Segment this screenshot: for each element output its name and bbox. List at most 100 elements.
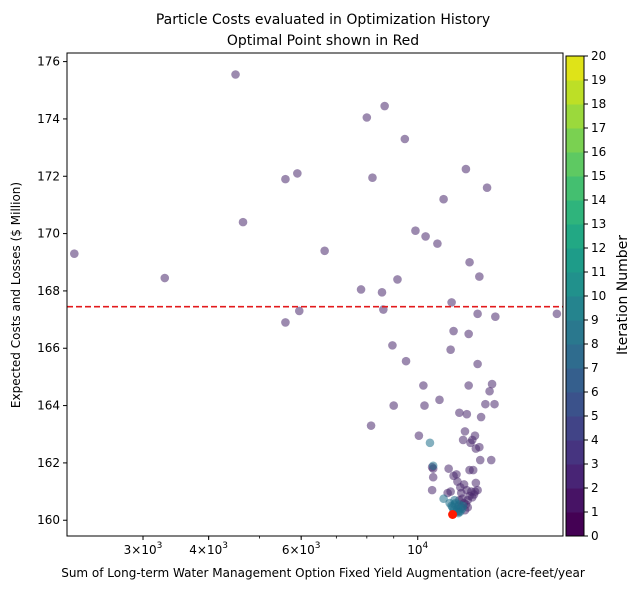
data-point bbox=[552, 309, 562, 319]
plot-area bbox=[66, 52, 564, 537]
data-point bbox=[435, 395, 444, 405]
data-point bbox=[389, 401, 399, 410]
colorbar-segment bbox=[566, 392, 584, 417]
x-tick-label: 4×103 bbox=[189, 541, 228, 557]
data-point bbox=[460, 427, 470, 436]
data-point bbox=[464, 381, 473, 390]
optimal-point bbox=[448, 510, 458, 520]
data-point bbox=[482, 183, 492, 193]
data-point bbox=[427, 485, 437, 495]
colorbar-segment bbox=[566, 152, 584, 177]
data-point bbox=[421, 232, 430, 241]
colorbar-segment bbox=[566, 224, 584, 249]
data-point bbox=[449, 326, 458, 336]
y-tick-label: 168 bbox=[37, 284, 60, 298]
data-point bbox=[490, 399, 499, 409]
plot-frame bbox=[66, 52, 564, 537]
data-point bbox=[401, 356, 411, 366]
data-point bbox=[456, 488, 466, 498]
data-point bbox=[470, 431, 480, 440]
data-point bbox=[446, 345, 455, 354]
colorbar-segment bbox=[566, 344, 584, 369]
y-tick-label: 174 bbox=[37, 112, 60, 126]
data-point bbox=[281, 174, 290, 184]
colorbar-tick-label: 3 bbox=[591, 457, 599, 471]
data-point bbox=[414, 431, 424, 440]
colorbar-segment bbox=[566, 464, 584, 489]
data-point bbox=[238, 217, 248, 227]
colorbar-label: Iteration Number bbox=[615, 235, 631, 355]
colorbar-tick-label: 0 bbox=[591, 529, 599, 543]
data-point bbox=[400, 134, 410, 144]
data-point bbox=[487, 379, 497, 389]
y-tick-label: 166 bbox=[37, 341, 60, 355]
colorbar-tick-label: 8 bbox=[591, 337, 599, 351]
y-axis-label: Expected Costs and Losses ($ Million) bbox=[9, 182, 23, 408]
data-point bbox=[485, 386, 494, 396]
data-point bbox=[491, 312, 500, 322]
colorbar-tick-label: 19 bbox=[591, 73, 606, 87]
colorbar-tick-label: 9 bbox=[591, 313, 599, 327]
data-point bbox=[231, 70, 240, 79]
data-point bbox=[481, 399, 490, 409]
data-point bbox=[470, 487, 480, 496]
data-point bbox=[160, 273, 170, 283]
data-point bbox=[411, 226, 420, 236]
x-tick-label: 3×103 bbox=[124, 541, 163, 557]
data-point bbox=[368, 173, 377, 182]
y-tick-label: 160 bbox=[37, 513, 60, 527]
data-point bbox=[466, 438, 475, 448]
data-point bbox=[428, 461, 438, 471]
y-axis: 160 162 164 166 168 170 172 174 176 bbox=[37, 55, 67, 527]
colorbar-segment bbox=[566, 416, 584, 441]
colorbar-segment bbox=[566, 488, 584, 513]
data-point bbox=[439, 194, 448, 204]
data-point bbox=[486, 455, 496, 465]
colorbar-segment bbox=[566, 128, 584, 153]
y-tick-label: 170 bbox=[37, 227, 60, 241]
data-point bbox=[293, 169, 302, 178]
data-point bbox=[380, 101, 389, 111]
colorbar-segment bbox=[566, 200, 584, 225]
data-point bbox=[356, 285, 366, 294]
data-point bbox=[444, 464, 453, 473]
colorbar-segment bbox=[566, 272, 584, 297]
colorbar-segment bbox=[566, 296, 584, 321]
colorbar-tick-label: 4 bbox=[591, 433, 599, 447]
colorbar-tick-label: 7 bbox=[591, 361, 599, 375]
colorbar-tick-label: 12 bbox=[591, 241, 606, 255]
colorbar-segment bbox=[566, 512, 584, 537]
x-tick-label: 6×103 bbox=[282, 541, 321, 557]
colorbar-tick-label: 17 bbox=[591, 121, 606, 135]
data-point bbox=[366, 421, 376, 430]
colorbar-tick-label: 15 bbox=[591, 169, 606, 183]
colorbar-segment bbox=[566, 248, 584, 273]
colorbar-tick-label: 20 bbox=[591, 49, 606, 63]
colorbar-tick-label: 5 bbox=[591, 409, 599, 423]
data-point bbox=[476, 412, 486, 422]
x-axis: 3×103 4×103 6×103 104 bbox=[124, 536, 429, 557]
chart-subtitle: Optimal Point shown in Red bbox=[227, 33, 419, 49]
colorbar-segment bbox=[566, 176, 584, 201]
data-point bbox=[473, 309, 482, 319]
data-point bbox=[461, 164, 471, 174]
data-point bbox=[425, 438, 435, 448]
colorbar-segment bbox=[566, 56, 584, 81]
colorbar-tick-label: 16 bbox=[591, 145, 606, 159]
data-point bbox=[464, 329, 473, 339]
data-point bbox=[362, 113, 372, 122]
data-point bbox=[388, 341, 397, 350]
data-point bbox=[320, 246, 329, 256]
data-point bbox=[439, 494, 448, 504]
data-point bbox=[475, 272, 484, 281]
data-point bbox=[462, 409, 472, 419]
colorbar-tick-label: 6 bbox=[591, 385, 599, 399]
data-point bbox=[455, 408, 464, 418]
data-point bbox=[473, 359, 482, 369]
colorbar-segment bbox=[566, 104, 584, 129]
data-point bbox=[393, 275, 402, 284]
data-point bbox=[419, 381, 428, 390]
colorbar-tick-label: 1 bbox=[591, 505, 599, 519]
